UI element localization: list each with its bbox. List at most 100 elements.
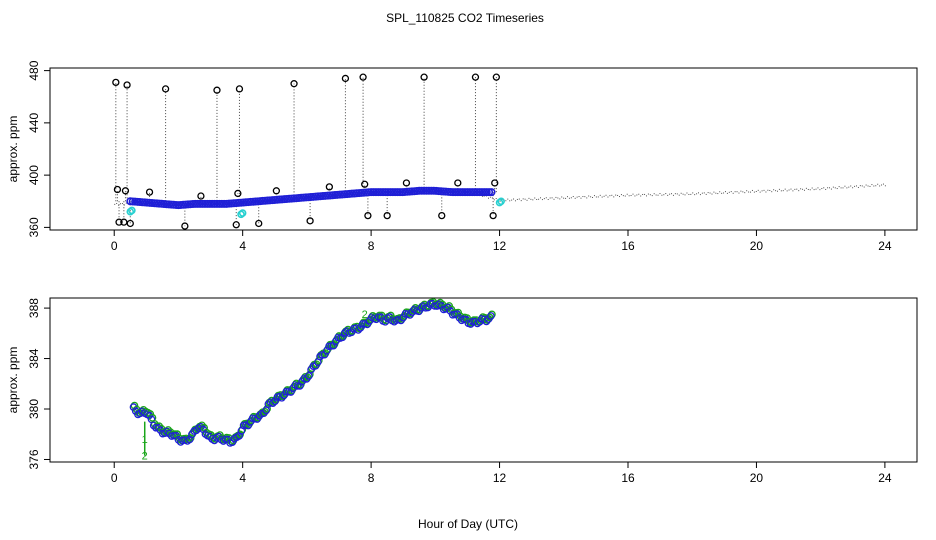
- raw-dot: [707, 192, 709, 194]
- raw-dot: [590, 196, 592, 198]
- smoothed-point: [369, 188, 378, 197]
- smoothed-point: [463, 188, 472, 197]
- raw-dot: [726, 192, 728, 194]
- outlier-point: [112, 78, 120, 87]
- raw-dot: [638, 193, 640, 195]
- bottom-x-tick-label: 8: [368, 471, 375, 485]
- raw-dot: [518, 198, 520, 200]
- raw-dot: [767, 189, 769, 191]
- raw-dot: [827, 187, 829, 189]
- raw-dot: [825, 188, 827, 190]
- smoothed-point: [200, 199, 209, 208]
- outlier-point: [232, 221, 240, 229]
- raw-dot: [788, 189, 790, 191]
- raw-dot: [580, 197, 582, 199]
- bottom-plot-frame: [49, 297, 918, 463]
- raw-dot: [869, 185, 871, 187]
- raw-dot: [588, 195, 590, 197]
- raw-point: [436, 298, 445, 307]
- raw-dot: [780, 190, 782, 192]
- smoothed-point: [477, 188, 486, 197]
- raw-dot: [830, 188, 832, 190]
- raw-dot: [857, 186, 859, 188]
- detail-point: [163, 427, 172, 436]
- bottom-x-tick-label: 16: [621, 471, 635, 485]
- detail-point: [286, 388, 295, 396]
- raw-dot: [703, 192, 705, 194]
- smoothed-point: [461, 188, 470, 197]
- outlier-point: [115, 218, 123, 226]
- raw-dot: [763, 189, 765, 191]
- bottom-y-tick-label: 376: [27, 449, 41, 469]
- raw-dot: [619, 196, 621, 198]
- raw-dot: [855, 185, 857, 187]
- outlier-point: [123, 81, 131, 89]
- raw-dot: [538, 198, 540, 200]
- x-axis-label: Hour of Day (UTC): [418, 517, 518, 531]
- raw-dot: [678, 194, 680, 196]
- raw-dot: [592, 196, 594, 198]
- smoothed-point: [388, 188, 397, 197]
- raw-dot: [649, 194, 651, 196]
- raw-dot: [615, 194, 617, 196]
- bottom-x-tick-label: 24: [878, 471, 892, 485]
- raw-dot: [738, 192, 740, 194]
- outlier-point: [235, 85, 244, 93]
- raw-dot: [495, 198, 497, 200]
- raw-dot: [545, 197, 547, 199]
- outlier-point: [383, 211, 391, 220]
- raw-dot: [759, 191, 761, 193]
- raw-dot: [555, 196, 557, 198]
- raw-dot: [865, 184, 867, 186]
- raw-dot: [482, 195, 484, 197]
- smoothed-point: [217, 199, 226, 208]
- raw-dot: [669, 193, 671, 195]
- raw-dot: [651, 195, 653, 197]
- raw-dot: [125, 202, 127, 204]
- raw-dot: [852, 187, 854, 189]
- outlier-point: [471, 73, 480, 81]
- raw-dot: [661, 194, 663, 196]
- outlier-point: [359, 73, 367, 81]
- top-plot-frame: [49, 67, 918, 231]
- detail-point: [295, 382, 304, 390]
- raw-dot: [647, 193, 649, 195]
- flagged-point: [238, 209, 247, 217]
- smoothed-point: [458, 188, 467, 197]
- raw-dot: [572, 196, 574, 198]
- raw-dot: [775, 190, 777, 192]
- detail-point: [149, 421, 158, 430]
- raw-dot: [746, 190, 748, 192]
- raw-dot: [805, 187, 807, 189]
- bottom-x-tick-label: 0: [111, 471, 118, 485]
- smoothed-point: [451, 188, 460, 197]
- outlier-point: [255, 219, 263, 228]
- raw-dot: [881, 184, 883, 186]
- detail-point: [487, 312, 495, 320]
- raw-dot: [757, 189, 759, 191]
- raw-dot: [713, 191, 715, 193]
- raw-dot: [584, 196, 586, 198]
- raw-dot: [873, 185, 875, 187]
- detail-point: [320, 350, 329, 359]
- raw-dot: [659, 193, 661, 195]
- raw-dot: [565, 197, 567, 199]
- outlier-point: [145, 188, 154, 196]
- raw-dot: [501, 198, 503, 200]
- detail-point: [271, 397, 279, 405]
- bottom-annotation-markers: 1 2 2: [142, 309, 368, 462]
- raw-dot: [574, 197, 576, 199]
- detail-point: [338, 333, 347, 342]
- raw-dot: [665, 193, 667, 195]
- raw-dot: [761, 190, 763, 192]
- raw-dot: [809, 189, 811, 191]
- raw-dot: [694, 194, 696, 196]
- raw-dot: [709, 192, 711, 194]
- raw-dot: [622, 195, 624, 197]
- raw-dot: [719, 191, 721, 193]
- smoothed-point: [424, 186, 433, 195]
- smoothed-point: [427, 186, 436, 195]
- top-flagged-points: [126, 197, 505, 219]
- smoothed-point: [198, 199, 207, 208]
